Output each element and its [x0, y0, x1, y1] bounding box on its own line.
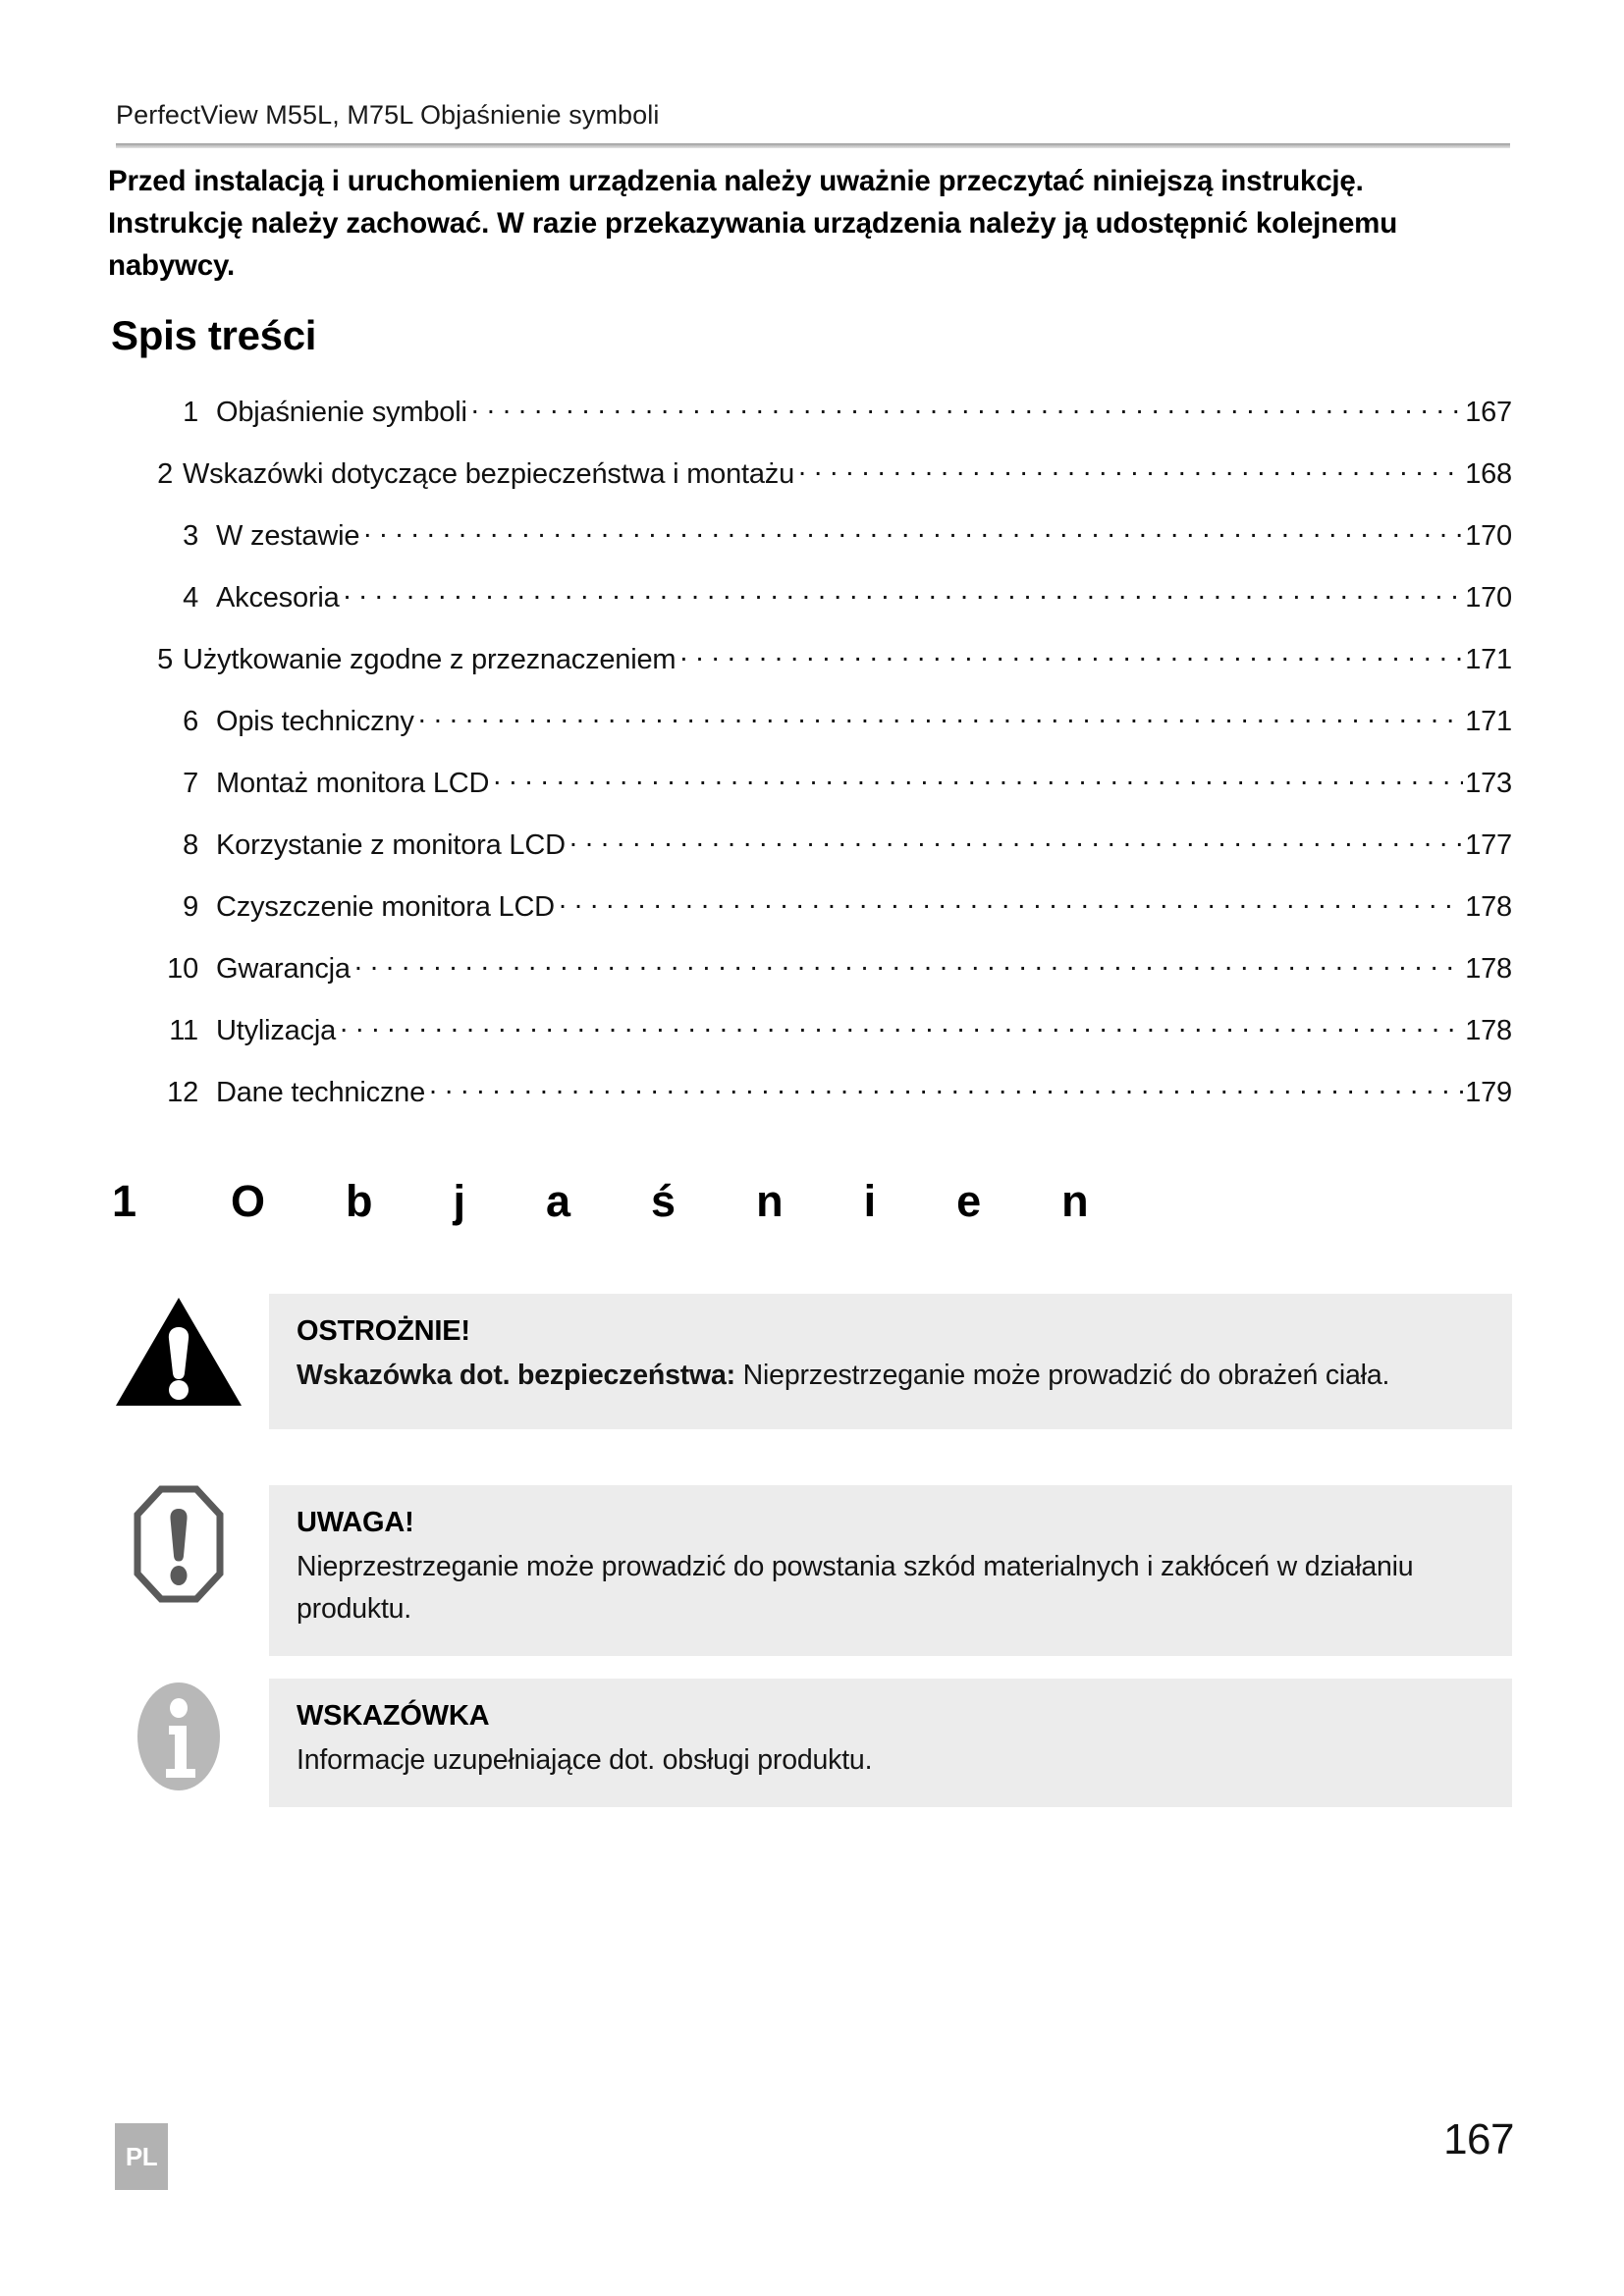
toc-entry-label: Gwarancja — [216, 953, 351, 985]
section-number: 1 — [112, 1176, 137, 1226]
page-number: 167 — [1443, 2115, 1514, 2163]
toc-entry-page: 173 — [1465, 768, 1512, 799]
toc-entry-page: 170 — [1465, 582, 1512, 614]
toc-entry-page: 168 — [1465, 458, 1512, 490]
toc-entry-label: W zestawie — [216, 520, 360, 552]
language-badge: PL — [115, 2123, 168, 2190]
toc-leader-dots — [340, 1011, 1463, 1040]
toc-entry-page: 171 — [1465, 644, 1512, 675]
toc-leader-dots — [363, 516, 1463, 545]
notice-text: Informacje uzupełniające dot. obsługi pr… — [297, 1744, 873, 1776]
toc-entry[interactable]: 12 Dane techniczne 179 — [147, 1073, 1512, 1135]
toc-entry-number: 7 — [183, 768, 198, 799]
toc-entry-label: Wskazówki dotyczące bezpieczeństwa i mon… — [183, 458, 795, 490]
toc-entry-number: 5 — [157, 644, 173, 675]
exclamation-octagon-icon — [114, 1485, 244, 1603]
toc-entry-label: Akcesoria — [216, 582, 340, 614]
toc-entry-label: Użytkowanie zgodne z przeznaczeniem — [183, 644, 677, 675]
notice-title: UWAGA! — [297, 1507, 414, 1538]
toc-entry-number: 4 — [183, 582, 198, 614]
toc-entry-number: 6 — [183, 706, 198, 737]
notice-lead: Wskazówka dot. bezpieczeństwa: — [297, 1360, 735, 1391]
notice-body-text: Nieprzestrzeganie może prowadzić do obra… — [742, 1360, 1390, 1391]
toc-entry-label: Korzystanie z monitora LCD — [216, 829, 566, 861]
toc-entry-number: 9 — [183, 891, 198, 923]
toc-entry-page: 171 — [1465, 706, 1512, 737]
toc-entry-number: 12 — [167, 1077, 198, 1108]
toc-entry[interactable]: 1 Objaśnienie symboli 167 — [147, 393, 1512, 454]
toc-leader-dots — [344, 578, 1464, 607]
toc-entry[interactable]: 6 Opis techniczny 171 — [147, 702, 1512, 764]
toc-entry-page: 177 — [1465, 829, 1512, 861]
toc-entry-label: Montaż monitora LCD — [216, 768, 490, 799]
toc-entry[interactable]: 3 W zestawie 170 — [147, 516, 1512, 578]
toc-entry-page: 170 — [1465, 520, 1512, 552]
toc-leader-dots — [354, 949, 1463, 978]
toc-entry-number: 1 — [183, 397, 198, 428]
notice-body: WSKAZÓWKA Informacje uzupełniające dot. … — [269, 1679, 1512, 1807]
notice-body: OSTROŻNIE! Wskazówka dot. bezpieczeństwa… — [269, 1294, 1512, 1429]
warning-triangle-icon — [114, 1294, 244, 1412]
toc-entry-label: Dane techniczne — [216, 1077, 426, 1108]
toc-entry-label: Utylizacja — [216, 1015, 337, 1046]
toc-leader-dots — [429, 1073, 1463, 1101]
toc-entry-number: 8 — [183, 829, 198, 861]
toc-entry-number: 10 — [167, 953, 198, 985]
toc-leader-dots — [569, 826, 1463, 854]
toc-entry[interactable]: 11 Utylizacja 178 — [147, 1011, 1512, 1073]
notice-body: UWAGA! Nieprzestrzeganie może prowadzić … — [269, 1485, 1512, 1656]
toc-entry-number: 3 — [183, 520, 198, 552]
toc-entry-page: 178 — [1465, 1015, 1512, 1046]
toc-heading: Spis treści — [111, 312, 317, 358]
notice-title: OSTROŻNIE! — [297, 1315, 470, 1347]
toc-entry[interactable]: 7 Montaż monitora LCD 173 — [147, 764, 1512, 826]
toc-entry[interactable]: 10 Gwarancja 178 — [147, 949, 1512, 1011]
toc-entry-page: 178 — [1465, 891, 1512, 923]
notice-title: WSKAZÓWKA — [297, 1700, 490, 1732]
toc-leader-dots — [559, 887, 1463, 916]
toc-entry-page: 167 — [1465, 397, 1512, 428]
toc-leader-dots — [418, 702, 1464, 730]
toc-leader-dots — [471, 393, 1463, 421]
section-heading: 1 Objaśnien — [112, 1176, 1516, 1227]
section-title: Objaśnien — [231, 1176, 1169, 1226]
toc-leader-dots — [493, 764, 1463, 792]
intro-paragraph: Przed instalacją i uruchomieniem urządze… — [108, 165, 1398, 282]
toc-entry-number: 2 — [157, 458, 173, 490]
toc-entry-page: 178 — [1465, 953, 1512, 985]
toc-entry[interactable]: 9 Czyszczenie monitora LCD 178 — [147, 887, 1512, 949]
toc-entry[interactable]: 4 Akcesoria 170 — [147, 578, 1512, 640]
toc-leader-dots — [798, 454, 1463, 483]
toc-entry-label: Objaśnienie symboli — [216, 397, 467, 428]
toc-entry-label: Opis techniczny — [216, 706, 414, 737]
toc-entry[interactable]: 2 Wskazówki dotyczące bezpieczeństwa i m… — [147, 454, 1512, 516]
info-circle-icon — [114, 1679, 244, 1796]
running-header-title: PerfectView M55L, M75L Objaśnienie symbo… — [116, 100, 660, 130]
header-rule — [116, 143, 1510, 148]
toc-leader-dots — [679, 640, 1463, 668]
toc-entry-number: 11 — [169, 1015, 198, 1046]
toc-entry[interactable]: 5 Użytkowanie zgodne z przeznaczeniem 17… — [147, 640, 1512, 702]
notice-text: Nieprzestrzeganie może prowadzić do pows… — [297, 1551, 1414, 1625]
toc-entry-label: Czyszczenie monitora LCD — [216, 891, 555, 923]
toc-entry-page: 179 — [1465, 1077, 1512, 1108]
toc-entry[interactable]: 8 Korzystanie z monitora LCD 177 — [147, 826, 1512, 887]
notice-text: Wskazówka dot. bezpieczeństwa: Nieprzest… — [297, 1355, 1485, 1397]
table-of-contents: 1 Objaśnienie symboli 167 2 Wskazówki do… — [147, 393, 1512, 1135]
